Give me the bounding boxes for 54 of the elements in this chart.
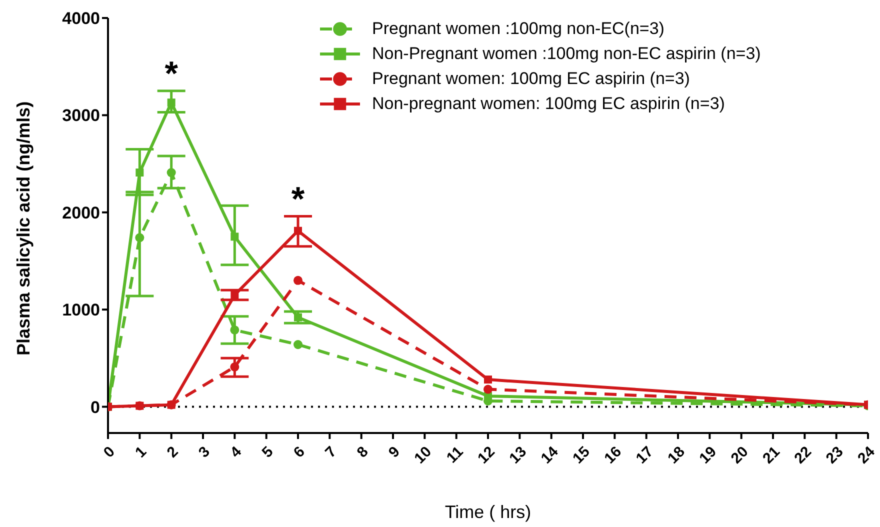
x-tick-label: 21 [760, 443, 784, 468]
x-tick-label: 1 [132, 443, 150, 462]
x-tick-label: 18 [664, 443, 688, 468]
y-tick-label: 4000 [62, 9, 100, 28]
x-tick-label: 0 [100, 443, 118, 462]
point [166, 168, 176, 178]
x-tick-label: 11 [443, 443, 467, 467]
point [293, 276, 303, 285]
x-tick-label: 7 [322, 443, 340, 462]
x-tick-label: 4 [227, 442, 246, 462]
point [135, 233, 144, 242]
x-tick-label: 10 [411, 443, 436, 468]
legend-label: Non-Pregnant women :100mg non-EC aspirin (n=3) [372, 44, 761, 64]
point [167, 98, 176, 107]
y-tick-label: 2000 [62, 203, 100, 222]
annotation: * [164, 54, 179, 93]
x-axis-title: Time ( hrs) [444, 502, 532, 522]
legend-label: Pregnant women: 100mg EC aspirin (n=3) [372, 68, 690, 88]
point [230, 232, 239, 241]
y-tick-label: 0 [90, 398, 100, 417]
x-tick-label: 16 [601, 443, 626, 468]
point [294, 226, 302, 235]
x-tick-label: 22 [791, 443, 816, 468]
x-tick-label: 23 [822, 443, 847, 468]
point [230, 362, 240, 372]
annotation: * [291, 180, 306, 218]
point [484, 376, 492, 384]
y-tick-label: 1000 [62, 300, 100, 320]
x-tick-label: 24 [854, 442, 879, 468]
x-tick-label: 13 [506, 443, 530, 468]
x-tick-label: 3 [195, 443, 214, 462]
point [230, 290, 239, 299]
point [136, 402, 144, 410]
point [167, 400, 176, 409]
y-tick-label: 3000 [62, 106, 100, 126]
x-tick-label: 8 [354, 443, 372, 462]
x-tick-label: 20 [728, 443, 752, 468]
x-tick-label: 5 [258, 443, 277, 462]
x-tick-label: 6 [290, 443, 308, 462]
x-tick-label: 19 [696, 443, 720, 468]
point [293, 340, 303, 350]
point [136, 168, 144, 177]
x-tick-label: 15 [570, 443, 594, 468]
x-tick-label: 12 [474, 443, 498, 468]
legend-label: Pregnant women :100mg non-EC(n=3) [372, 18, 664, 38]
point [483, 384, 493, 394]
x-tick-label: 2 [164, 443, 182, 462]
legend-label: Non-pregnant women: 100mg EC aspirin (n=3) [372, 94, 725, 114]
x-tick-label: 9 [385, 443, 404, 462]
x-tick-label: 14 [538, 442, 562, 468]
y-axis-title: Plasma salicylic acid (ng/mls) [13, 101, 34, 356]
x-tick-label: 17 [632, 443, 657, 468]
point [294, 313, 302, 322]
point [230, 325, 240, 334]
